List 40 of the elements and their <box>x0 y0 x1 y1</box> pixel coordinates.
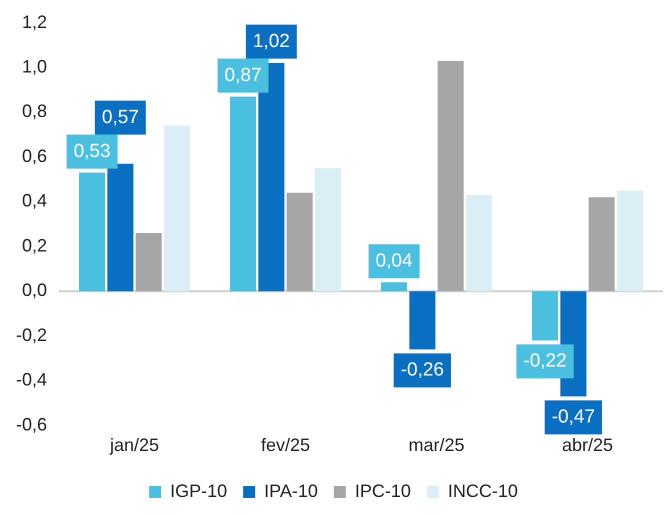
bar <box>107 164 134 292</box>
bar <box>230 96 256 292</box>
x-tick-label: mar/25 <box>408 435 465 456</box>
y-tick-label: -0,2 <box>16 324 48 345</box>
bar <box>136 233 162 292</box>
data-label: -0,26 <box>400 360 444 381</box>
bar <box>314 168 341 292</box>
bar <box>466 195 492 292</box>
legend-label: INCC-10 <box>448 480 518 501</box>
y-tick-label: -0,4 <box>16 370 48 390</box>
bar <box>409 291 436 350</box>
bar <box>532 291 558 340</box>
bar <box>381 282 408 292</box>
legend-label: IGP-10 <box>170 480 228 501</box>
data-label: 1,02 <box>252 30 290 52</box>
y-tick-label: 0,6 <box>22 146 48 166</box>
bar <box>588 197 615 292</box>
x-tick-label: abr/25 <box>562 435 614 456</box>
y-tick-label: 1,0 <box>22 56 48 76</box>
y-tick-label: 0,2 <box>22 235 48 256</box>
y-tick-label: -0,6 <box>16 414 48 434</box>
bar <box>164 126 190 292</box>
y-tick-label: 0,0 <box>22 280 48 300</box>
y-tick-label: 0,8 <box>22 101 48 122</box>
data-label: 0,53 <box>74 140 111 162</box>
data-label: 0,04 <box>376 250 413 272</box>
bar <box>616 190 643 292</box>
data-label: -0,47 <box>552 406 595 428</box>
legend-label: IPA-10 <box>264 480 318 501</box>
bar <box>286 192 313 292</box>
data-label: 0,57 <box>102 106 139 128</box>
x-tick-label: fev/25 <box>260 435 310 456</box>
data-label: -0,22 <box>523 350 567 372</box>
bar <box>438 60 464 292</box>
data-label: 0,87 <box>224 64 262 86</box>
y-tick-label: 0,4 <box>22 190 48 211</box>
y-tick-label: 1,2 <box>22 12 48 32</box>
bar <box>79 172 106 292</box>
x-tick-label: jan/25 <box>108 435 160 456</box>
legend-label: IPC-10 <box>354 480 411 501</box>
